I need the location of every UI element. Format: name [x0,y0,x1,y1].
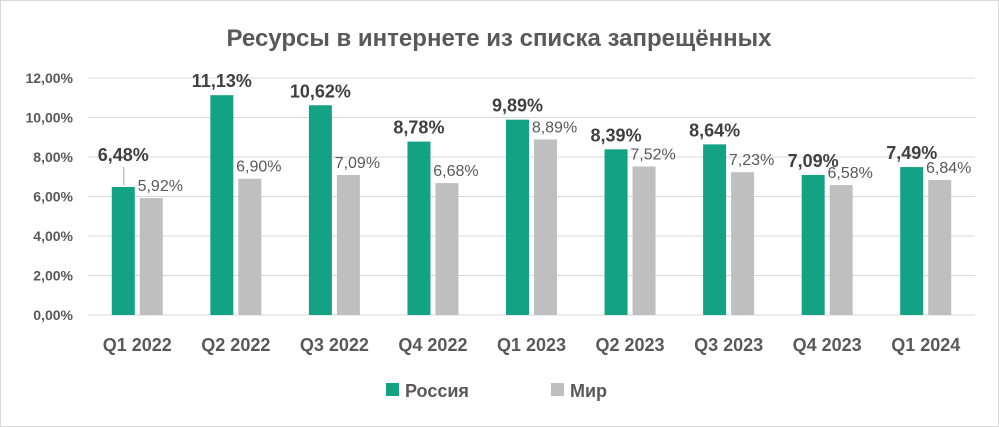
bar-world [632,166,656,315]
bar-russia [407,141,431,315]
bar-world [731,172,755,315]
legend-label-world: Мир [570,381,607,401]
x-tick-label: Q1 2024 [891,335,960,355]
data-label-world: 6,90% [236,159,281,176]
data-label-world: 7,23% [729,152,774,169]
data-label-russia: 8,78% [393,118,444,138]
data-label-world: 6,58% [827,165,872,182]
data-label-world: 7,52% [630,146,675,163]
bar-russia [308,105,332,315]
y-tick-label: 4,00% [33,228,73,244]
data-label-russia: 10,62% [290,81,351,101]
x-tick-label: Q4 2022 [398,335,467,355]
bar-russia [111,187,135,315]
chart-title: Ресурсы в интернете из списка запрещённы… [227,25,773,52]
data-label-russia: 7,09% [788,151,839,171]
x-tick-label: Q2 2023 [596,335,665,355]
legend: Россия Мир [386,381,607,401]
data-label-world: 6,84% [926,160,971,177]
gridlines [88,77,975,316]
y-tick-label: 10,00% [26,110,74,126]
bar-russia [801,174,825,315]
x-tick-label: Q1 2022 [103,335,172,355]
y-tick-label: 6,00% [33,189,73,205]
legend-swatch-world [551,383,564,396]
data-label-world: 7,09% [335,155,380,172]
bar-world [928,179,952,315]
bar-russia [506,119,529,315]
bar-russia [703,144,727,315]
data-label-russia: 7,49% [886,143,937,163]
bars [111,95,952,316]
x-tick-label: Q4 2023 [793,335,862,355]
y-tick-label: 12,00% [26,70,74,86]
data-label-russia: 6,48% [98,145,149,165]
data-label-world: 5,92% [138,178,183,195]
x-axis-ticks: Q1 2022 Q2 2022 Q3 2022 Q4 2022 Q1 2023 Q2 20… [103,335,961,355]
bar-world [238,178,262,315]
bar-world [534,139,557,315]
x-tick-label: Q2 2022 [201,335,270,355]
y-tick-label: 0,00% [33,307,73,323]
y-tick-label: 8,00% [33,149,73,165]
bar-world [139,198,163,315]
x-tick-label: Q1 2023 [497,335,566,355]
data-label-russia: 9,89% [492,96,543,116]
x-tick-label: Q3 2022 [300,335,369,355]
data-label-russia: 8,64% [689,120,740,140]
data-label-russia: 11,13% [192,71,252,91]
data-label-russia: 8,39% [591,125,642,145]
y-tick-label: 2,00% [33,268,73,284]
bar-world [336,174,360,315]
legend-label-russia: Россия [405,381,469,401]
data-label-world: 6,68% [433,163,478,180]
legend-swatch-russia [386,383,399,396]
bar-world [435,183,459,315]
x-tick-label: Q3 2023 [694,335,763,355]
bar-russia [210,95,234,316]
y-axis-ticks: 0,00% 2,00% 4,00% 6,00% 8,00% 10,00% 12,00% [26,70,74,323]
bar-russia [900,167,924,315]
bar-russia [604,149,628,315]
data-labels: 6,48% 5,92% 11,13% 6,90% 10,62% 7,09% 8,78% 6,6… [98,71,972,195]
data-label-world: 8,89% [532,119,577,136]
bar-world [829,185,853,315]
